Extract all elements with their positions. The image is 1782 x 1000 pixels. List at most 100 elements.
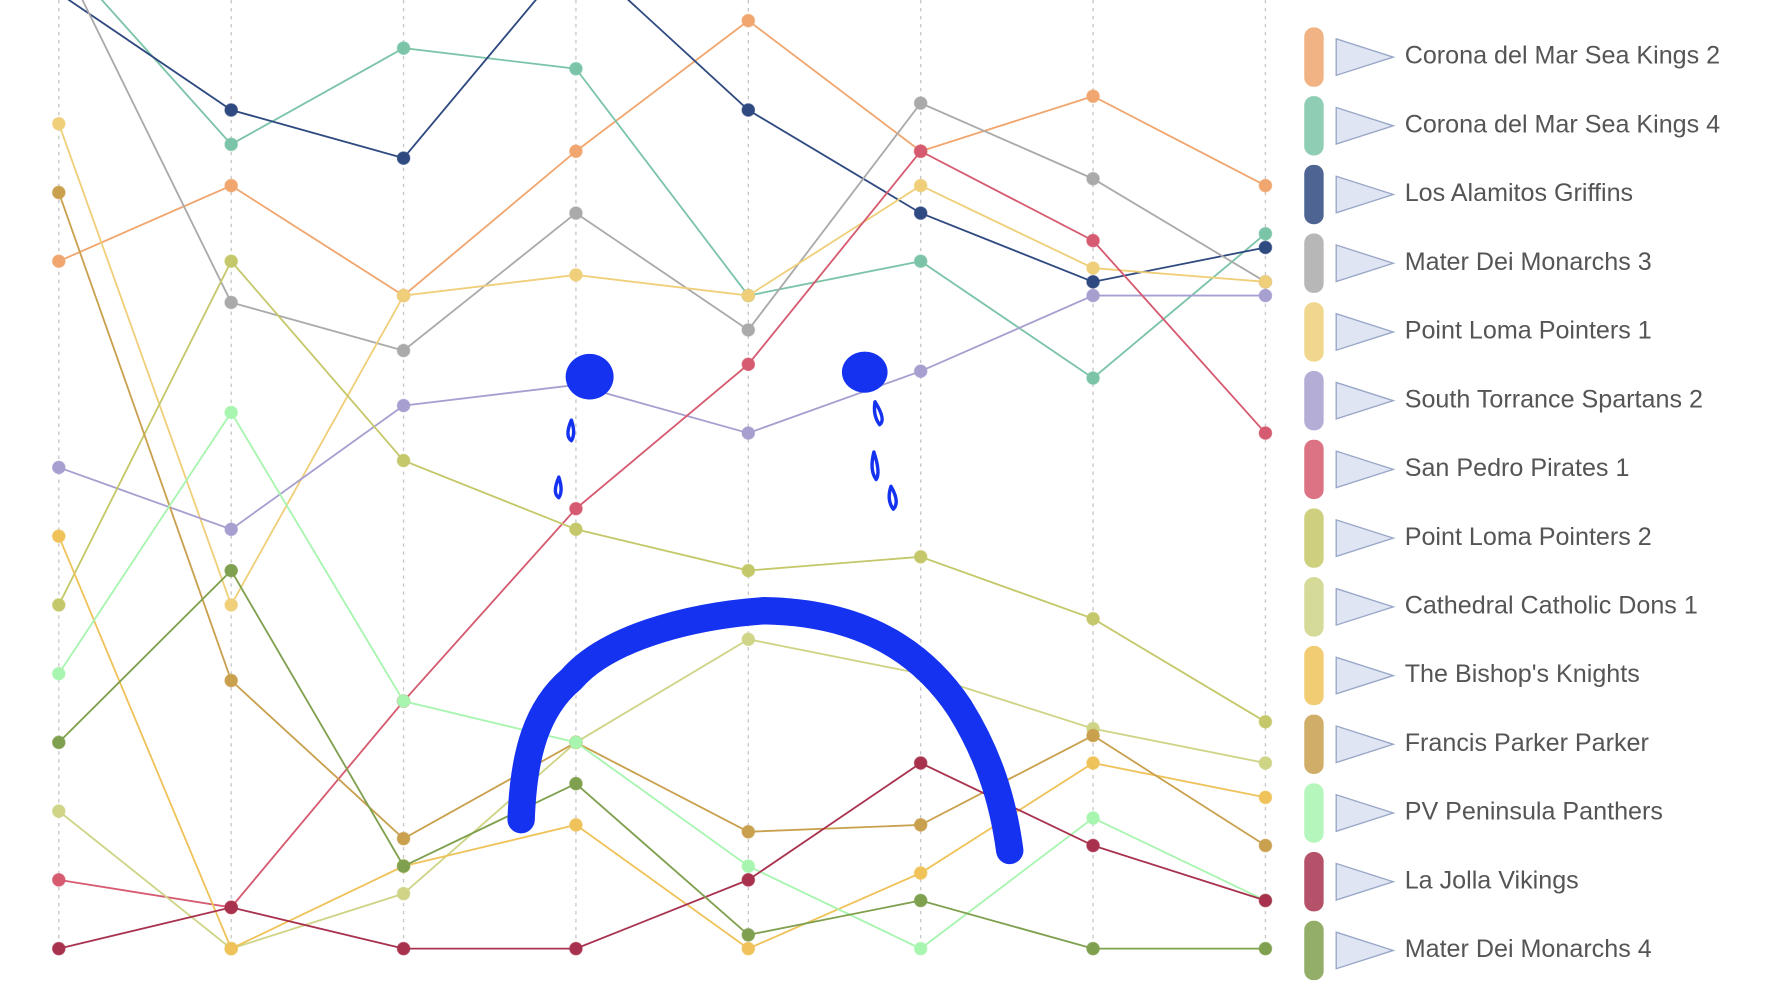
data-point (51, 804, 66, 818)
data-point (396, 941, 411, 956)
series-line (58, 294, 1266, 531)
legend-label: Francis Parker Parker (1405, 729, 1649, 757)
data-point (51, 735, 66, 750)
data-point (224, 254, 239, 269)
data-point (913, 549, 928, 564)
data-point (1258, 240, 1273, 255)
data-point (396, 453, 411, 468)
data-point (1086, 611, 1100, 626)
data-point (569, 818, 583, 832)
data-point (913, 206, 928, 220)
data-point (741, 13, 756, 28)
legend-label: Mater Dei Monarchs 3 (1405, 248, 1652, 276)
data-point (569, 268, 583, 282)
series-line (58, 410, 1266, 950)
legend-label: South Torrance Spartans 2 (1405, 385, 1703, 413)
legend-icon (1335, 518, 1396, 558)
data-point (741, 357, 756, 372)
data-point (1258, 274, 1273, 289)
data-point (224, 522, 239, 537)
legend-label: Mater Dei Monarchs 4 (1405, 935, 1652, 963)
data-point (741, 873, 756, 887)
doodle-tear (887, 484, 898, 511)
data-point (741, 859, 756, 873)
series-line (57, 192, 1266, 847)
data-point (1086, 89, 1100, 104)
data-point (396, 41, 411, 55)
grid (58, 0, 1267, 959)
data-point (913, 818, 928, 832)
data-point (51, 116, 66, 131)
doodle-tear (553, 475, 563, 500)
legend-icon (1335, 862, 1396, 901)
series-line (67, 0, 1266, 283)
data-point (1258, 288, 1273, 303)
data-point (224, 137, 239, 152)
legend-swatch (1304, 577, 1324, 637)
legend-swatch (1304, 645, 1324, 706)
data-point (913, 893, 928, 908)
data-point (1258, 714, 1273, 729)
data-point (913, 144, 928, 159)
legend-icon (1335, 656, 1396, 695)
legend-label: Los Alamitos Griffins (1405, 179, 1633, 207)
data-point (1258, 893, 1273, 908)
doodle-tear (566, 418, 576, 443)
legend-icon (1335, 244, 1396, 283)
legend-icon (1335, 381, 1396, 420)
data-point (913, 756, 928, 770)
data-point (224, 405, 239, 420)
series-line (57, 535, 1266, 950)
data-point (396, 398, 411, 413)
data-point (224, 178, 239, 193)
legend-label: Point Loma Pointers 1 (1405, 317, 1652, 345)
data-point (1258, 178, 1273, 193)
legend: Corona del Mar Sea Kings 2 Corona del Mar… (1304, 27, 1720, 981)
data-point (741, 928, 756, 942)
data-point (741, 632, 756, 647)
legend-swatch (1304, 920, 1324, 981)
legend-label: Point Loma Pointers 2 (1405, 523, 1652, 551)
data-point (51, 666, 66, 681)
legend-swatch (1304, 714, 1324, 774)
data-point (224, 900, 239, 915)
legend-icon (1335, 175, 1396, 214)
legend-icon (1335, 725, 1396, 764)
data-point (1086, 274, 1100, 289)
doodle-tear (872, 400, 884, 427)
series-line (81, 0, 1266, 352)
data-point (913, 178, 928, 193)
legend-label: La Jolla Vikings (1405, 866, 1579, 894)
legend-label: Cathedral Catholic Dons 1 (1405, 591, 1698, 619)
series-line (58, 761, 1266, 950)
legend-swatch (1304, 783, 1324, 843)
legend-icon (1335, 587, 1396, 627)
data-point (1086, 261, 1100, 275)
doodle-eye (565, 353, 614, 400)
data-point (1258, 756, 1273, 770)
doodle-tear (870, 450, 880, 482)
series-line (57, 123, 1266, 608)
legend-swatch (1304, 302, 1324, 362)
data-point (569, 144, 583, 159)
data-point (1086, 756, 1100, 770)
series-line (58, 19, 1266, 297)
data-point (51, 941, 66, 956)
data-point (569, 206, 583, 220)
series-line (58, 150, 1267, 909)
legend-swatch (1304, 27, 1324, 87)
data-point (396, 288, 411, 303)
legend-swatch (1304, 233, 1324, 293)
legend-icon (1335, 37, 1396, 77)
legend-label: The Bishop's Knights (1405, 660, 1640, 688)
data-point (1086, 941, 1100, 956)
data-point (396, 859, 411, 873)
data-point (569, 501, 583, 516)
legend-icon (1335, 450, 1396, 489)
data-point (1086, 811, 1100, 825)
data-point (741, 824, 756, 839)
data-point (913, 96, 928, 110)
data-point (741, 103, 756, 117)
data-point (51, 529, 66, 544)
